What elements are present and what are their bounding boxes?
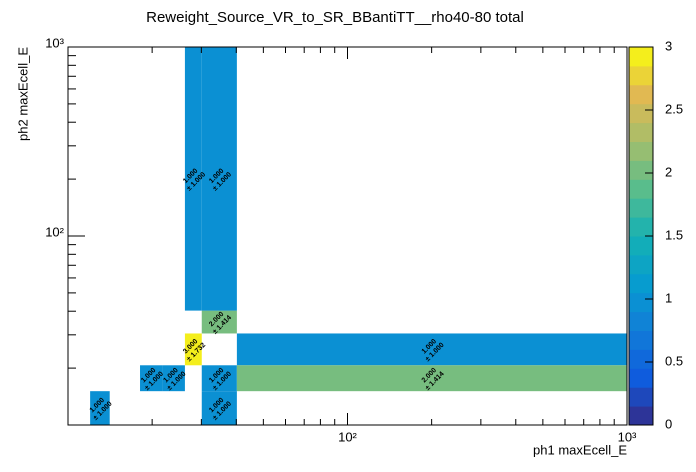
heatmap-cell: [201, 365, 237, 392]
colorbar-tick-label: 0.5: [665, 353, 683, 368]
heatmap-cell: [184, 47, 202, 311]
colorbar-band: [629, 387, 653, 407]
heatmap-cell: [90, 391, 110, 425]
colorbar-band: [629, 198, 653, 218]
colorbar-band: [629, 273, 653, 294]
colorbar-band: [629, 406, 653, 426]
colorbar-band: [629, 217, 653, 237]
colorbar-tick-label: 2: [665, 164, 672, 179]
colorbar-tick-label: 1: [665, 290, 672, 305]
colorbar-band: [629, 160, 653, 180]
colorbar-tick-label: 2.5: [665, 101, 683, 116]
heatmap-cell: [201, 310, 237, 334]
x-tick-label: 10³: [618, 429, 637, 444]
heatmap-cell: [140, 365, 163, 392]
heatmap-cell: [201, 47, 237, 311]
colorbar-band: [629, 236, 653, 256]
heatmap-cell: [162, 365, 185, 392]
chart-title: Reweight_Source_VR_to_SR_BBantiTT__rho40…: [146, 9, 524, 26]
colorbar-tick-label: 0: [665, 416, 672, 431]
colorbar-band: [629, 330, 653, 350]
y-axis-label: ph2 maxEcell_E: [15, 47, 30, 141]
colorbar-band: [629, 65, 653, 86]
heatmap-cell: [236, 333, 628, 366]
colorbar-band: [629, 292, 653, 313]
colorbar-band: [629, 254, 653, 275]
colorbar-band: [629, 368, 653, 388]
colorbar-band: [629, 47, 653, 67]
y-tick-label: 10²: [45, 224, 64, 239]
heatmap-cell: [201, 391, 237, 425]
heatmap-cell: [184, 333, 202, 366]
colorbar-band: [629, 179, 653, 199]
colorbar-tick-label: 3: [665, 38, 672, 53]
colorbar-band: [629, 84, 653, 105]
y-tick-label: 10³: [45, 35, 64, 50]
colorbar-band: [629, 349, 653, 369]
x-tick-label: 10²: [338, 429, 357, 444]
colorbar-band: [629, 141, 653, 161]
colorbar-band: [629, 122, 653, 142]
x-axis-label: ph1 maxEcell_E: [533, 442, 627, 457]
heatmap-cell: [236, 365, 628, 392]
colorbar-band: [629, 311, 653, 331]
colorbar-tick-label: 1.5: [665, 227, 683, 242]
colorbar-band: [629, 103, 653, 124]
